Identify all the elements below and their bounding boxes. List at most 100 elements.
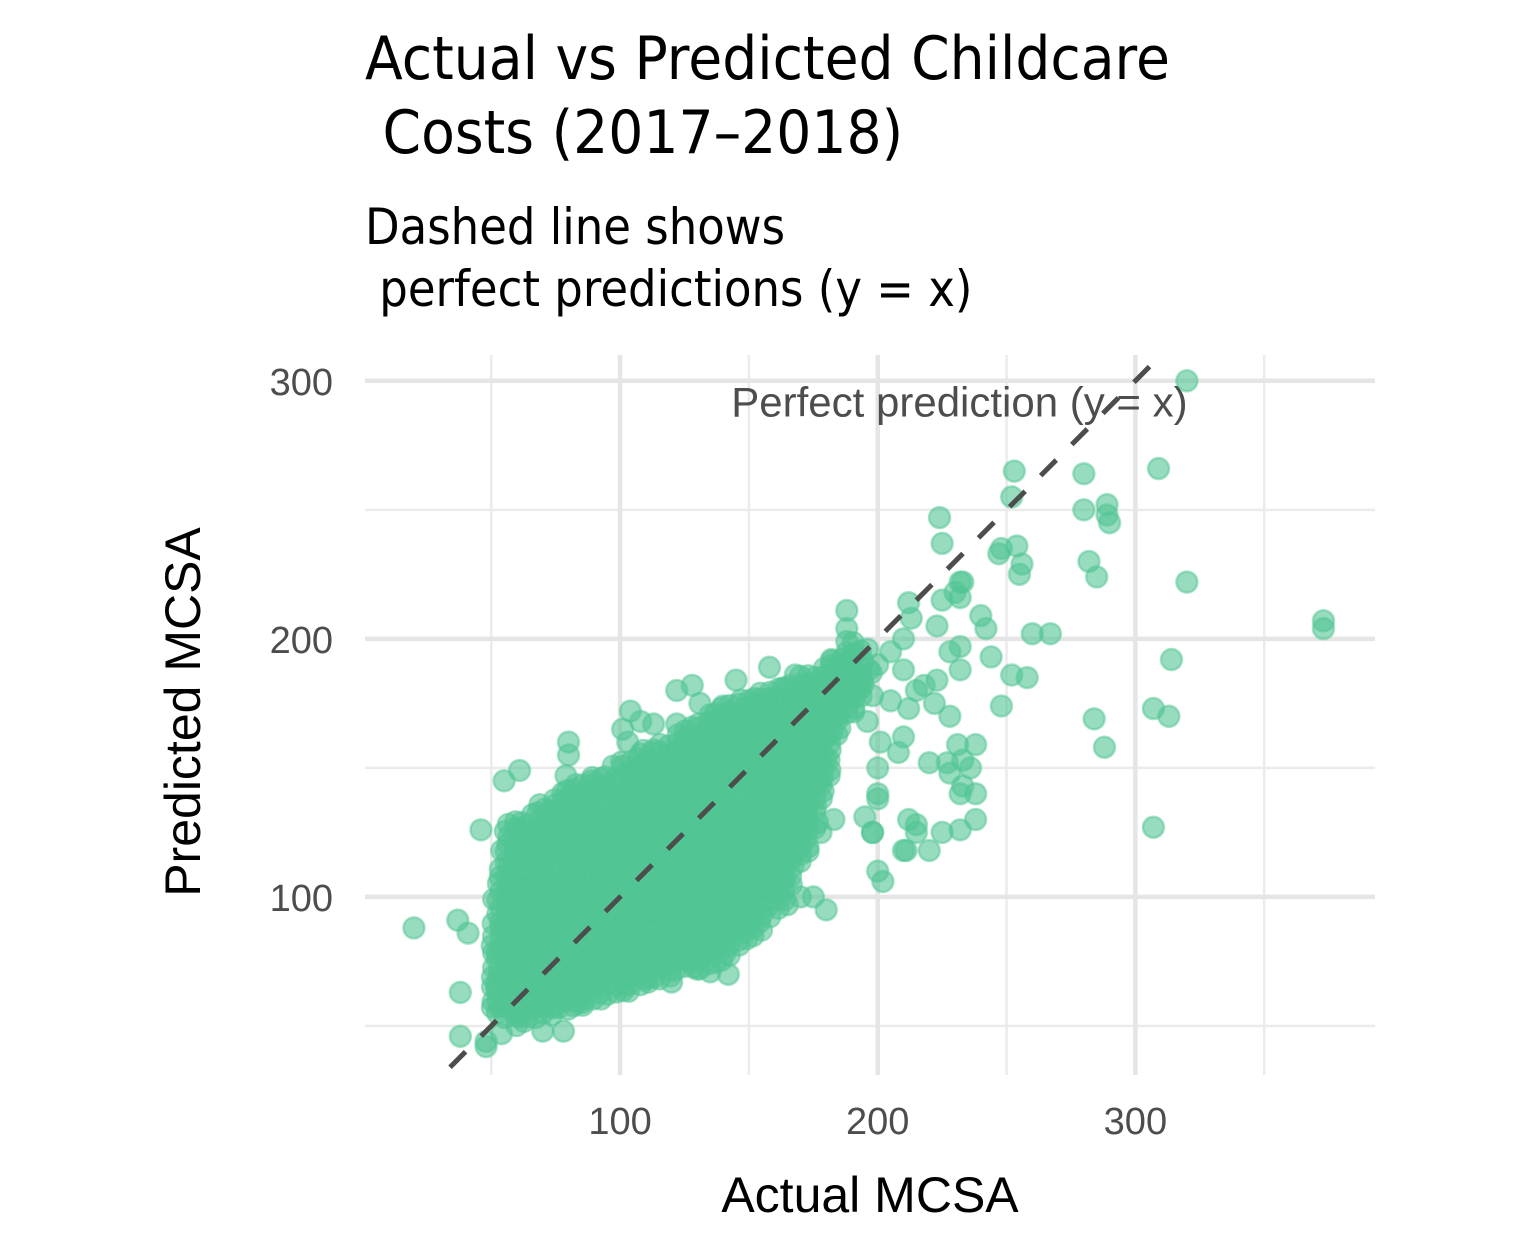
- data-point: [891, 725, 916, 749]
- data-point: [951, 748, 975, 772]
- data-point: [850, 668, 875, 692]
- data-point: [688, 691, 712, 716]
- data-point: [1084, 565, 1109, 589]
- data-point: [925, 668, 949, 692]
- data-point: [1038, 621, 1063, 646]
- data-point: [925, 614, 949, 638]
- y-tick-label: 200: [270, 620, 333, 662]
- y-axis-title: Predicted MCSA: [155, 527, 211, 897]
- data-point: [469, 818, 493, 842]
- x-tick-label: 200: [846, 1101, 909, 1143]
- data-point: [855, 709, 880, 734]
- data-point: [948, 585, 972, 610]
- data-point: [737, 689, 761, 713]
- data-point: [554, 763, 578, 788]
- y-tick-label: 100: [270, 878, 333, 920]
- reference-line-annotation: Perfect prediction (y = x): [731, 379, 1187, 426]
- data-point: [948, 658, 972, 682]
- data-point: [922, 691, 947, 716]
- data-point: [474, 1034, 498, 1059]
- data-point: [685, 957, 710, 981]
- data-point: [536, 800, 560, 824]
- data-point: [865, 756, 890, 780]
- data-point: [1157, 704, 1181, 729]
- data-point: [979, 645, 1003, 669]
- data-point: [930, 531, 954, 556]
- data-point: [1002, 459, 1027, 483]
- data-point: [556, 784, 581, 809]
- data-point: [456, 921, 480, 945]
- data-point: [793, 756, 818, 780]
- data-point: [775, 794, 800, 819]
- chart-title: Actual vs Predicted Childcare Costs (201…: [365, 24, 1170, 168]
- data-point: [894, 838, 918, 863]
- data-point: [577, 836, 601, 860]
- data-point: [1175, 570, 1199, 594]
- data-point: [793, 683, 818, 708]
- data-point: [659, 970, 684, 994]
- data-point: [641, 738, 666, 762]
- data-point: [896, 807, 921, 832]
- data-point: [579, 769, 604, 793]
- data-point: [1175, 369, 1199, 393]
- data-point: [1311, 616, 1336, 641]
- data-point: [1092, 735, 1117, 760]
- data-point: [927, 505, 952, 530]
- data-point: [634, 967, 658, 992]
- x-axis-title: Actual MCSA: [721, 1167, 1019, 1223]
- x-axis-ticks: 100 200 300: [588, 1101, 1167, 1143]
- data-point: [402, 916, 426, 940]
- data-point: [1159, 647, 1184, 672]
- data-point: [899, 606, 923, 630]
- data-point: [757, 655, 782, 680]
- data-point: [999, 663, 1024, 687]
- data-point: [865, 787, 890, 811]
- data-point: [948, 634, 972, 659]
- data-point: [1095, 503, 1119, 527]
- data-point: [891, 627, 916, 651]
- data-point: [569, 988, 594, 1012]
- data-point: [551, 1019, 576, 1043]
- data-point: [963, 732, 988, 757]
- data-point: [505, 1001, 529, 1025]
- data-point: [616, 730, 640, 754]
- data-point: [641, 712, 666, 736]
- data-point: [698, 709, 723, 734]
- data-point: [448, 1024, 473, 1049]
- data-point: [853, 805, 877, 829]
- data-point: [762, 859, 787, 883]
- reference-line-y-equals-x: [448, 350, 1166, 1070]
- data-point: [783, 663, 808, 687]
- data-point: [938, 704, 962, 729]
- chart-subtitle: Dashed line shows perfect predictions (y…: [365, 198, 973, 318]
- data-point: [1072, 498, 1096, 522]
- data-point: [665, 712, 689, 736]
- data-point: [963, 807, 988, 832]
- data-point: [1072, 461, 1096, 486]
- data-point: [448, 980, 473, 1005]
- data-point: [484, 975, 509, 1000]
- data-point: [1007, 562, 1032, 587]
- data-point: [1146, 456, 1171, 481]
- data-point: [585, 812, 609, 837]
- data-point: [556, 730, 581, 754]
- x-tick-label: 300: [1104, 1101, 1167, 1143]
- data-point: [974, 616, 998, 641]
- data-point: [520, 820, 545, 845]
- data-point: [775, 892, 800, 917]
- x-tick-label: 100: [588, 1101, 651, 1143]
- data-point: [755, 699, 779, 723]
- data-point: [868, 730, 893, 754]
- data-point: [822, 807, 846, 832]
- data-point: [891, 658, 916, 682]
- data-point: [608, 962, 632, 987]
- data-point: [711, 694, 735, 718]
- data-point: [989, 694, 1014, 718]
- data-point: [963, 781, 988, 806]
- data-point: [724, 668, 748, 692]
- data-point: [871, 869, 895, 894]
- data-point: [489, 1021, 514, 1046]
- data-point: [531, 1019, 555, 1043]
- data-points: [402, 369, 1336, 1059]
